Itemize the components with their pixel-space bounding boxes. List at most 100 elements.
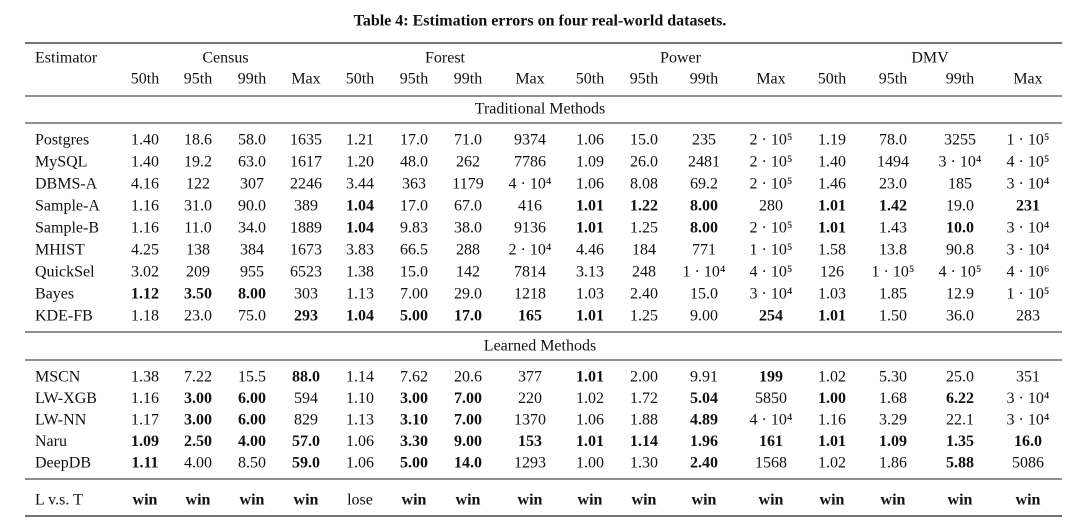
row-label: DBMS-A xyxy=(35,176,98,193)
cell: 1 · 10⁵ xyxy=(750,242,793,259)
cell: 199 xyxy=(759,369,783,386)
cell: 1.18 xyxy=(131,308,159,325)
cell: 3 · 10⁴ xyxy=(1007,390,1050,407)
cell: 1.88 xyxy=(630,412,658,429)
row-label: Bayes xyxy=(35,286,74,303)
cell: 5.00 xyxy=(400,455,428,472)
cell: 7814 xyxy=(514,264,546,281)
cell: 15.0 xyxy=(630,132,658,149)
cell: 9374 xyxy=(514,132,546,149)
cell: 280 xyxy=(759,198,783,215)
cell: 220 xyxy=(518,390,542,407)
cell: 4.25 xyxy=(131,242,159,259)
cell: 303 xyxy=(294,286,318,303)
cell: 1.06 xyxy=(346,455,374,472)
cell: 1.68 xyxy=(879,390,907,407)
cell: 17.0 xyxy=(400,132,428,149)
column-header: 50th xyxy=(346,71,374,88)
cell: win xyxy=(1016,492,1041,509)
cell: 1.30 xyxy=(630,455,658,472)
cell: 1.02 xyxy=(818,369,846,386)
cell: 1.38 xyxy=(131,369,159,386)
cell: 2246 xyxy=(290,176,322,193)
section-title: Learned Methods xyxy=(484,338,596,355)
column-header: Max xyxy=(515,71,544,88)
cell: 11.0 xyxy=(184,220,211,237)
row-label: Sample-A xyxy=(35,198,100,215)
cell: 2 · 10⁵ xyxy=(750,176,793,193)
cell: 17.0 xyxy=(400,198,428,215)
column-header: 95th xyxy=(630,71,658,88)
cell: 1.01 xyxy=(576,198,604,215)
cell: 126 xyxy=(820,264,844,281)
cell: 88.0 xyxy=(292,369,320,386)
cell: 1673 xyxy=(290,242,322,259)
column-header: Max xyxy=(1013,71,1042,88)
cell: 36.0 xyxy=(946,308,974,325)
row-label: LW-XGB xyxy=(35,390,97,407)
cell: 6.00 xyxy=(238,390,266,407)
cell: 1.02 xyxy=(818,455,846,472)
cell: 26.0 xyxy=(630,154,658,171)
cell: 293 xyxy=(294,308,318,325)
cell: 1 · 10⁵ xyxy=(1007,286,1050,303)
cell: 1179 xyxy=(452,176,483,193)
column-header: 99th xyxy=(454,71,482,88)
cell: 1.17 xyxy=(131,412,159,429)
cell: 1.03 xyxy=(818,286,846,303)
row-label: LW-NN xyxy=(35,412,87,429)
cell: 8.50 xyxy=(238,455,266,472)
cell: 829 xyxy=(294,412,318,429)
cell: 1.01 xyxy=(576,433,604,450)
cell: 1.01 xyxy=(576,220,604,237)
cell: 1.40 xyxy=(131,154,159,171)
cell: 3.50 xyxy=(184,286,212,303)
cell: 1.46 xyxy=(818,176,846,193)
column-header: 99th xyxy=(946,71,974,88)
cell: 1.10 xyxy=(346,390,374,407)
cell: 283 xyxy=(1016,308,1040,325)
cell: 5.30 xyxy=(879,369,907,386)
cell: 1.50 xyxy=(879,308,907,325)
cell: 3.00 xyxy=(400,390,428,407)
cell: 2.40 xyxy=(690,455,718,472)
cell: 955 xyxy=(240,264,264,281)
cell: 38.0 xyxy=(454,220,482,237)
cell: 1.14 xyxy=(630,433,658,450)
cell: 1.01 xyxy=(818,433,846,450)
cell: 254 xyxy=(759,308,783,325)
cell: 1568 xyxy=(755,455,787,472)
row-label: MySQL xyxy=(35,154,87,171)
row-label: MSCN xyxy=(35,369,81,386)
cell: 3 · 10⁴ xyxy=(1007,412,1050,429)
cell: 3 · 10⁴ xyxy=(750,286,793,303)
cell: 4 · 10⁶ xyxy=(1007,264,1050,281)
cell: 1 · 10⁵ xyxy=(1007,132,1050,149)
cell: 3 · 10⁴ xyxy=(939,154,982,171)
cell: 9136 xyxy=(514,220,546,237)
cell: 2 · 10⁵ xyxy=(750,220,793,237)
cell: 2 · 10⁵ xyxy=(750,154,793,171)
cell: 6.00 xyxy=(238,412,266,429)
cell: 23.0 xyxy=(184,308,212,325)
column-header: 95th xyxy=(879,71,907,88)
cell: 3255 xyxy=(944,132,976,149)
cell: 48.0 xyxy=(400,154,428,171)
cell: 3 · 10⁴ xyxy=(1007,176,1050,193)
cell: 67.0 xyxy=(454,198,482,215)
cell: 1.13 xyxy=(346,412,374,429)
cell: 78.0 xyxy=(879,132,907,149)
cell: 5086 xyxy=(1012,455,1044,472)
cell: 1.16 xyxy=(818,412,846,429)
cell: 3.83 xyxy=(346,242,374,259)
cell: 771 xyxy=(692,242,716,259)
cell: win xyxy=(133,492,158,509)
cell: win xyxy=(692,492,717,509)
cell: 1.01 xyxy=(818,220,846,237)
cell: 184 xyxy=(632,242,656,259)
cell: 1.20 xyxy=(346,154,374,171)
cell: 3.00 xyxy=(184,412,212,429)
cell: 122 xyxy=(186,176,210,193)
cell: 4.89 xyxy=(690,412,718,429)
cell: 5850 xyxy=(755,390,787,407)
